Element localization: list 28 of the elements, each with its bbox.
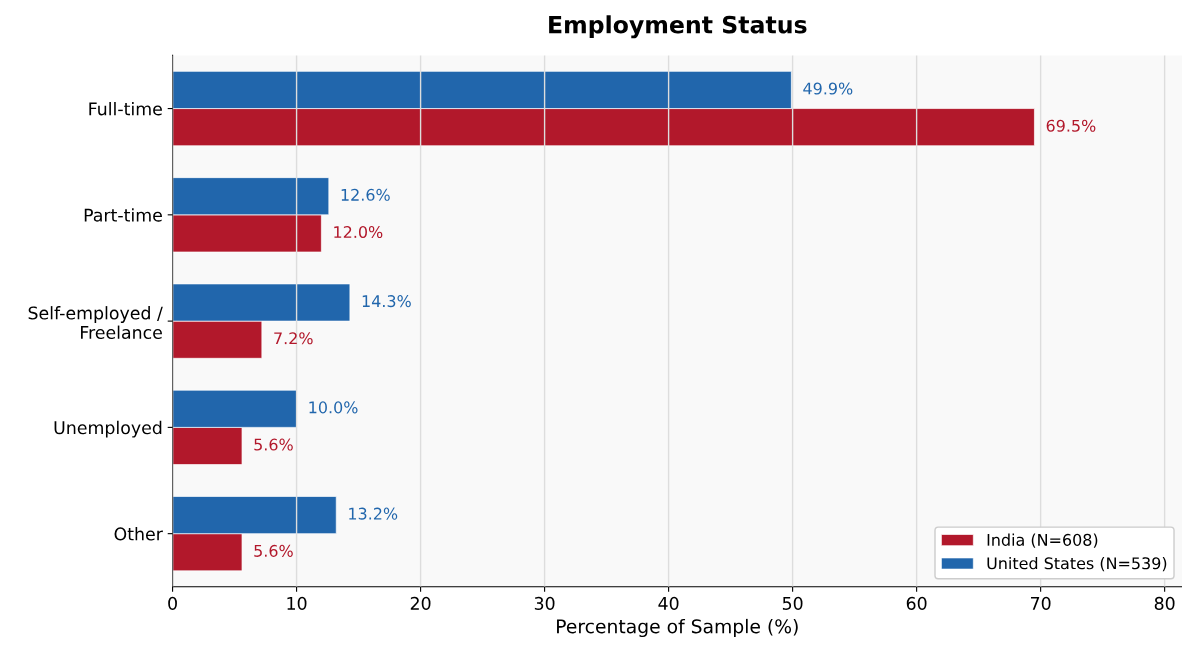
legend-label: India (N=608): [987, 533, 1098, 548]
chart-title: Employment Status: [549, 15, 807, 39]
x-axis-title: Percentage of Sample (%): [557, 618, 798, 638]
data-label: 12.6%: [341, 188, 390, 201]
x-tick-label: 20: [410, 596, 431, 610]
data-label: 5.6%: [254, 438, 293, 451]
x-tick-label: 40: [658, 596, 679, 610]
data-label: 14.3%: [362, 295, 411, 308]
y-tick-label: Self-employed / Freelance: [28, 306, 163, 339]
x-tick-label: 10: [287, 596, 307, 610]
data-label: 5.6%: [254, 544, 293, 557]
y-tick-label: Other: [114, 527, 163, 541]
data-label: 13.2%: [349, 507, 398, 520]
x-tick-label: 80: [1154, 596, 1175, 610]
data-label: 49.9%: [803, 82, 853, 95]
legend-label: United States (N=539): [987, 556, 1167, 572]
y-tick-label: Unemployed: [54, 420, 162, 438]
data-label: 10.0%: [309, 401, 358, 414]
x-tick-label: 30: [534, 596, 555, 610]
x-tick-label: 60: [906, 596, 927, 610]
x-tick-label: 50: [782, 596, 803, 610]
y-tick-label: Part-time: [84, 208, 162, 222]
x-tick-label: 70: [1031, 596, 1051, 610]
data-label: 12.0%: [334, 225, 383, 239]
y-tick-label: Full-time: [89, 101, 162, 116]
x-tick-label: 0: [168, 596, 177, 610]
data-label: 7.2%: [274, 332, 313, 345]
data-label: 69.5%: [1046, 119, 1096, 132]
